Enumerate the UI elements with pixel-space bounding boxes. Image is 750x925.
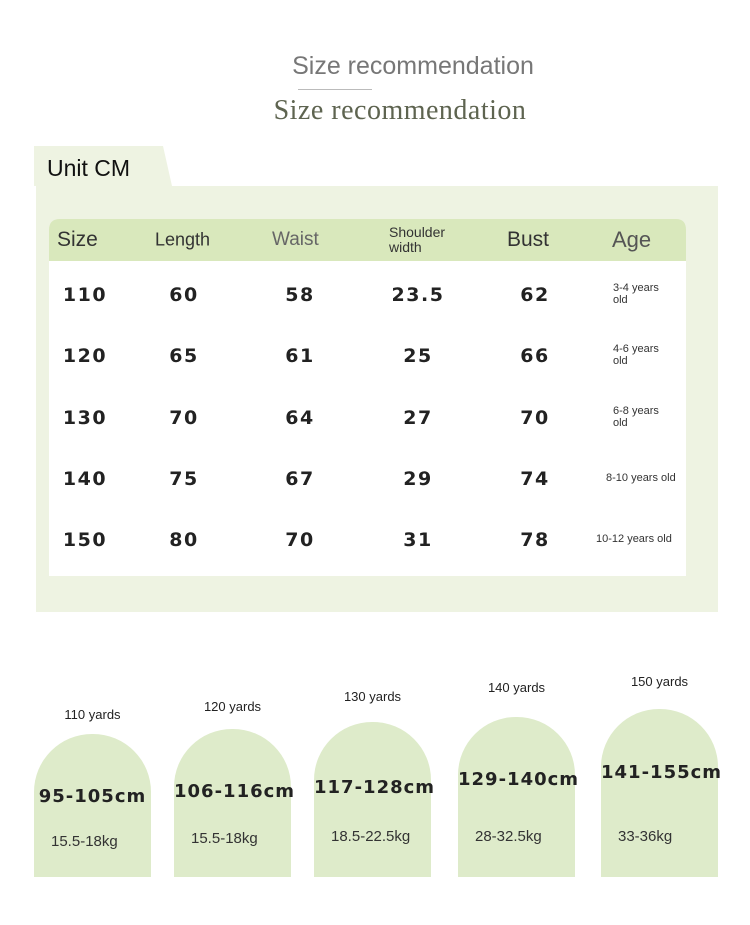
table-cell: 64 bbox=[285, 407, 315, 429]
panel bbox=[34, 146, 718, 612]
card-label: 120 yards bbox=[203, 699, 262, 714]
table-cell: 60 bbox=[169, 284, 199, 306]
table-cell: 23.5 bbox=[391, 284, 445, 306]
card-height: 95-105cm bbox=[38, 786, 147, 807]
size-card bbox=[601, 709, 718, 877]
age-cell: 4-6 years old bbox=[613, 343, 659, 367]
divider bbox=[298, 89, 372, 90]
age-cell: 10-12 years old bbox=[596, 533, 672, 545]
size-card bbox=[34, 734, 151, 877]
table-cell: 110 bbox=[62, 284, 108, 306]
column-header: Waist bbox=[272, 229, 319, 250]
size-card bbox=[458, 717, 575, 877]
table-cell: 130 bbox=[62, 407, 108, 429]
card-weight: 15.5-18kg bbox=[51, 833, 118, 850]
table-cell: 27 bbox=[403, 407, 433, 429]
table-cell: 150 bbox=[62, 529, 108, 551]
card-label: 110 yards bbox=[64, 707, 121, 722]
table-cell: 80 bbox=[169, 529, 199, 551]
table-cell: 31 bbox=[403, 529, 433, 551]
subtitle: Size recommendation bbox=[273, 95, 527, 126]
card-weight: 18.5-22.5kg bbox=[331, 828, 411, 845]
table-cell: 66 bbox=[520, 345, 550, 367]
age-cell: 6-8 years old bbox=[613, 405, 659, 429]
card-height: 117-128cm bbox=[314, 777, 436, 798]
size-card bbox=[314, 722, 431, 877]
size-card bbox=[174, 729, 291, 877]
card-weight: 28-32.5kg bbox=[475, 828, 542, 845]
table-cell: 58 bbox=[285, 284, 315, 306]
card-height: 106-116cm bbox=[174, 781, 296, 802]
age-cell: 3-4 years old bbox=[613, 282, 659, 306]
card-label: 130 yards bbox=[343, 689, 402, 704]
column-header: Shoulder width bbox=[389, 224, 446, 255]
table-cell: 61 bbox=[285, 345, 315, 367]
card-height: 129-140cm bbox=[458, 769, 580, 790]
table-cell: 120 bbox=[62, 345, 108, 367]
column-header: Bust bbox=[507, 228, 550, 251]
table-cell: 75 bbox=[169, 468, 199, 490]
column-header: Size bbox=[57, 228, 98, 251]
column-header: Age bbox=[612, 227, 652, 252]
card-weight: 15.5-18kg bbox=[191, 830, 258, 847]
table-cell: 25 bbox=[403, 345, 433, 367]
table-cell: 78 bbox=[520, 529, 550, 551]
column-header: Length bbox=[155, 229, 211, 250]
table-cell: 67 bbox=[285, 468, 315, 490]
card-label: 150 yards bbox=[630, 674, 689, 689]
table-cell: 70 bbox=[169, 407, 199, 429]
title: Size recommendation bbox=[292, 52, 534, 80]
table-cell: 65 bbox=[169, 345, 199, 367]
card-weight: 33-36kg bbox=[618, 828, 673, 845]
table-cell: 29 bbox=[403, 468, 433, 490]
age-cell: 8-10 years old bbox=[606, 472, 676, 484]
card-height: 141-155cm bbox=[601, 762, 723, 783]
unit-label: Unit CM bbox=[47, 155, 131, 181]
table-cell: 70 bbox=[520, 407, 550, 429]
table-cell: 74 bbox=[520, 468, 550, 490]
table-cell: 140 bbox=[62, 468, 108, 490]
table-cell: 70 bbox=[285, 529, 315, 551]
card-label: 140 yards bbox=[487, 680, 546, 695]
table-cell: 62 bbox=[520, 284, 550, 306]
